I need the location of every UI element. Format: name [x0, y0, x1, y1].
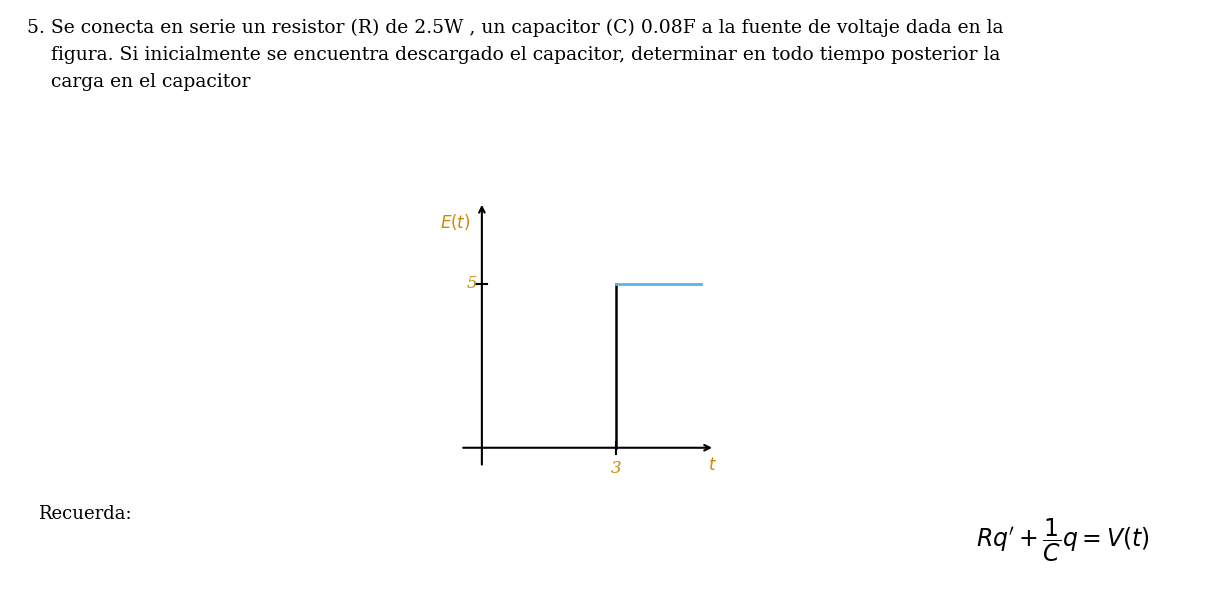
Text: 5: 5 — [467, 276, 478, 292]
Text: Recuerda:: Recuerda: — [38, 505, 132, 523]
Text: $t$: $t$ — [708, 457, 717, 474]
Text: 3: 3 — [611, 460, 622, 476]
Text: $Rq' + \dfrac{1}{C}q = V(t)$: $Rq' + \dfrac{1}{C}q = V(t)$ — [975, 516, 1150, 564]
Text: 5. Se conecta en serie un resistor (R) de 2.5W , un capacitor (C) 0.08F a la fue: 5. Se conecta en serie un resistor (R) d… — [27, 19, 1003, 91]
Text: $E(t)$: $E(t)$ — [440, 211, 470, 232]
